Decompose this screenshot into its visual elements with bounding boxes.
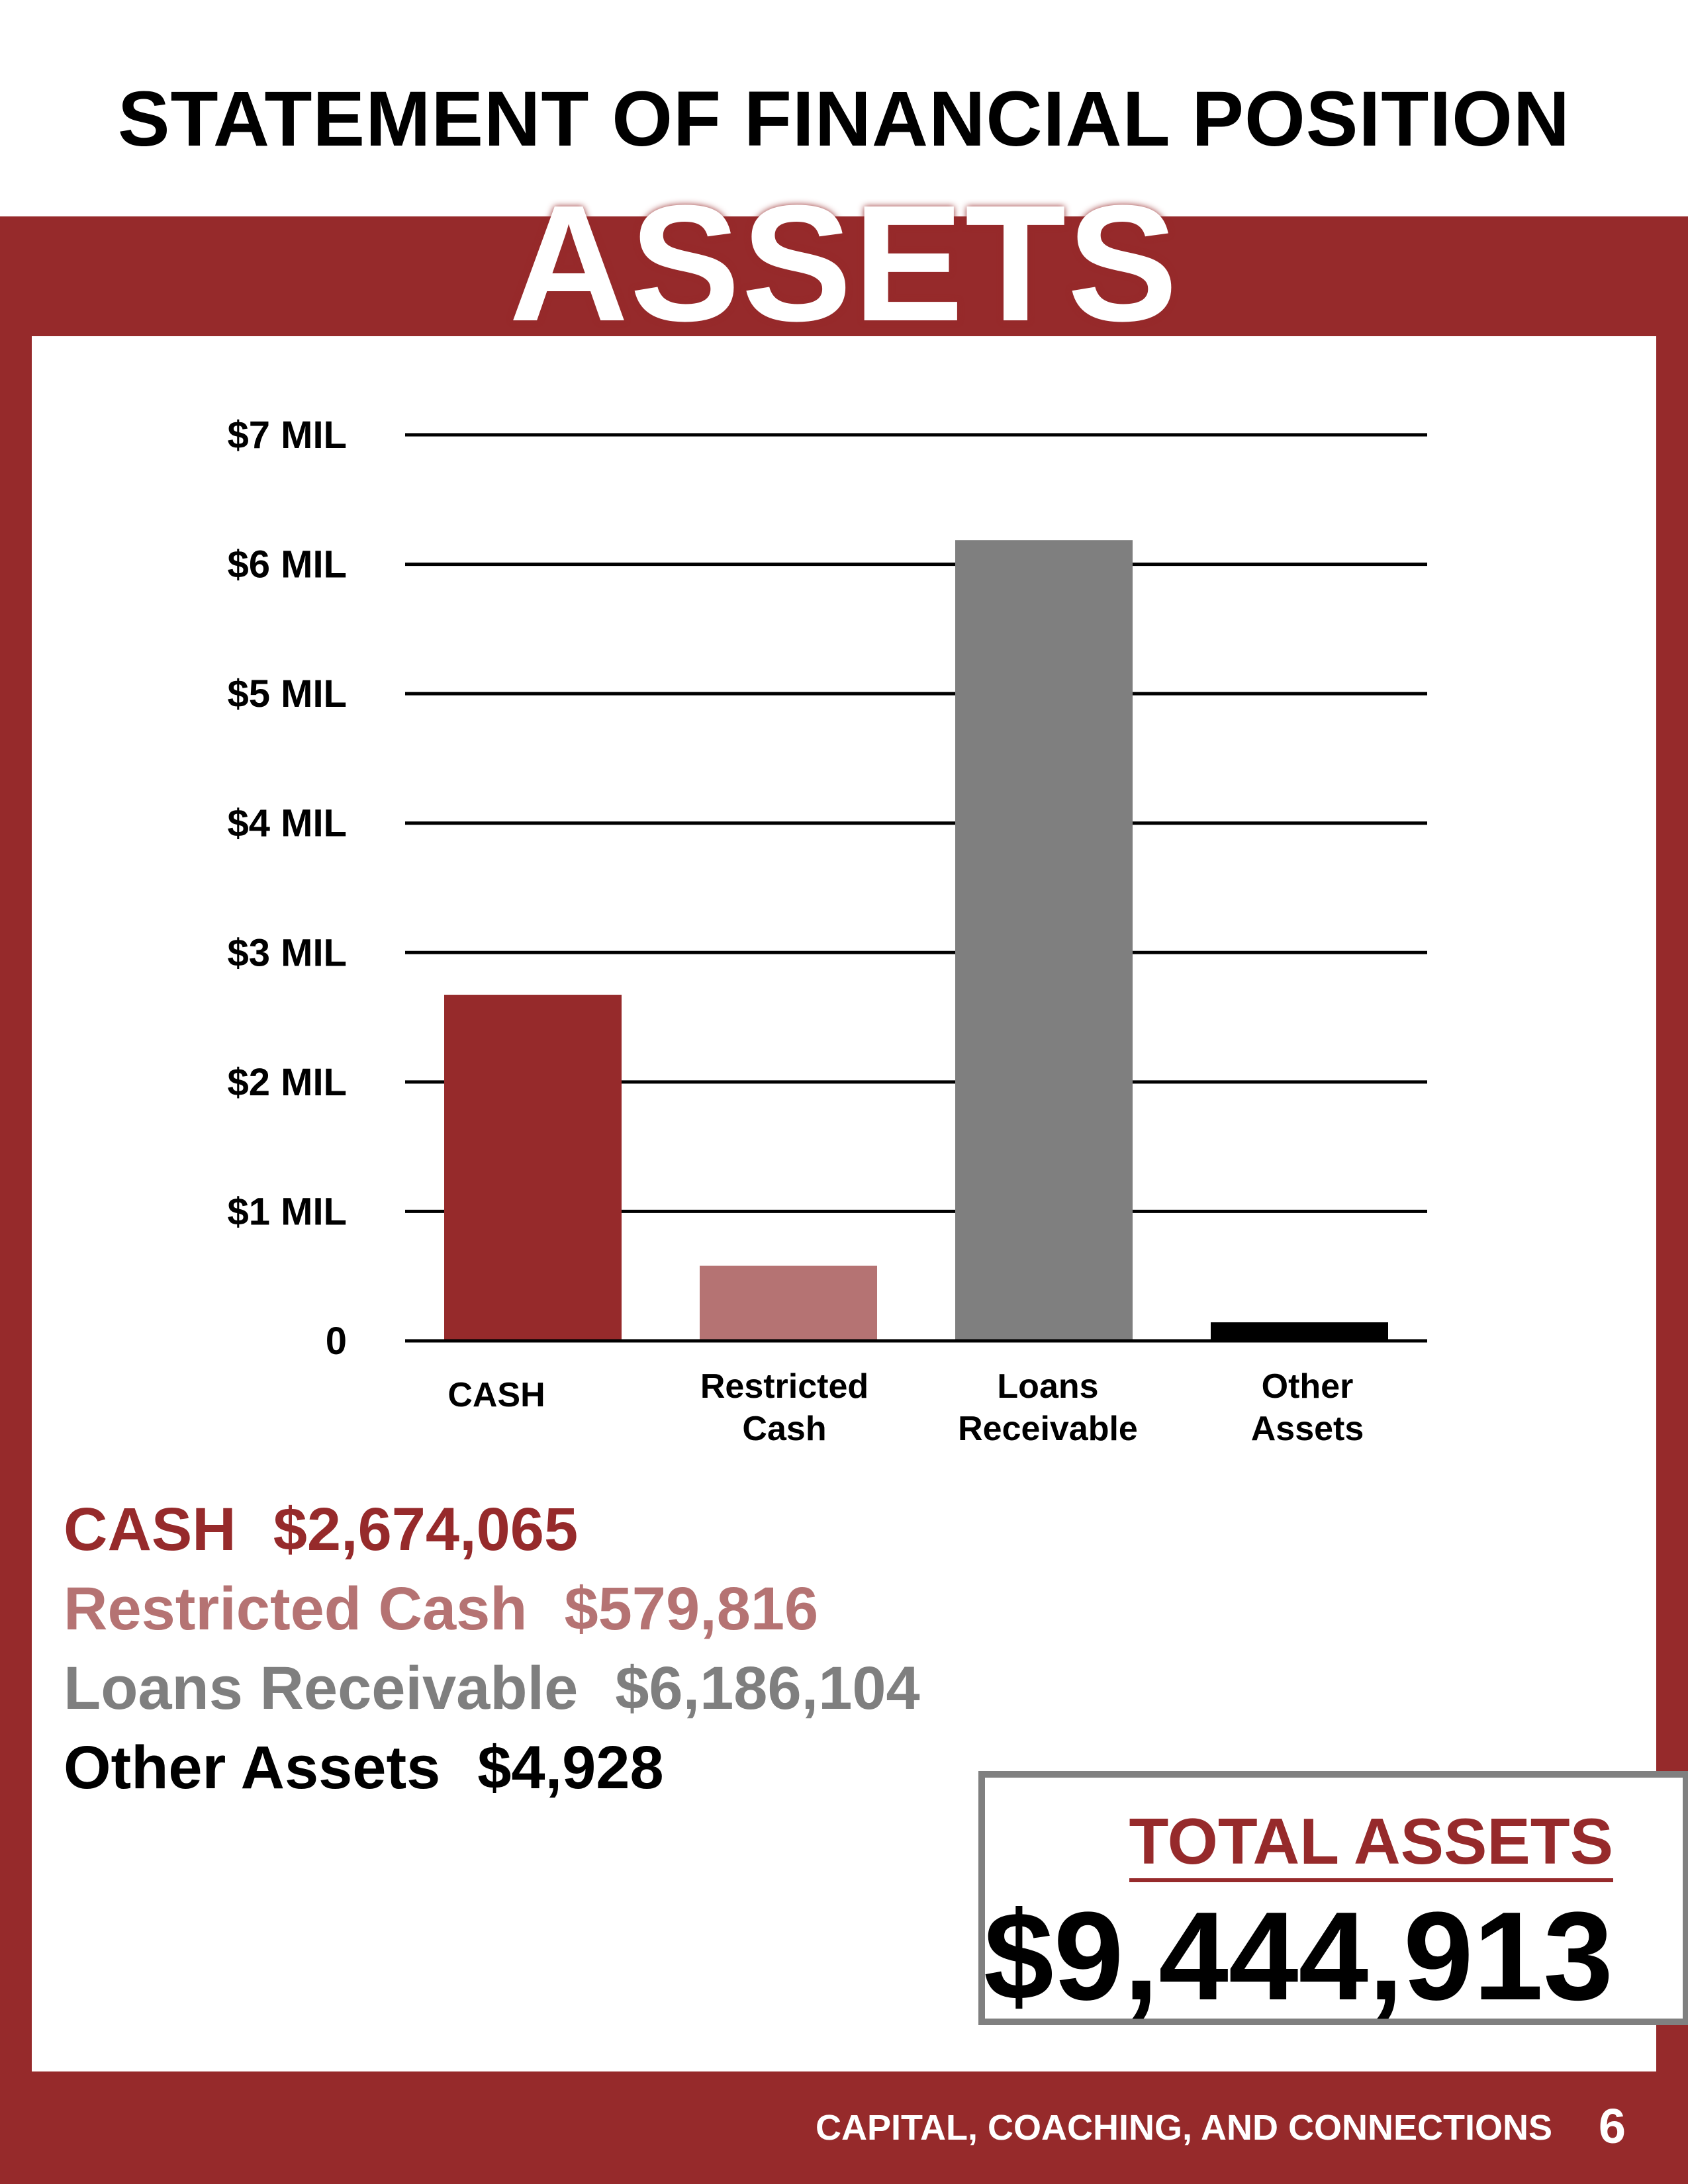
legend-loans-receivable: Loans Receivable $6,186,104 — [64, 1652, 920, 1725]
y-tick-label: $3 MIL — [228, 931, 348, 974]
x-category-label: Receivable — [958, 1410, 1138, 1448]
bar — [700, 1265, 877, 1341]
x-category-label: Cash — [742, 1410, 826, 1448]
footer-tagline: CAPITAL, COACHING, AND CONNECTIONS — [816, 2108, 1552, 2148]
legend-loans-receivable-amount: $6,186,104 — [615, 1655, 920, 1722]
legend-other-assets: Other Assets $4,928 — [64, 1731, 664, 1804]
legend-loans-receivable-label: Loans Receivable — [64, 1655, 579, 1722]
bar — [955, 540, 1133, 1341]
legend-other-assets-label: Other Assets — [64, 1734, 441, 1801]
legend-cash-amount: $2,674,065 — [273, 1496, 579, 1563]
legend-cash: CASH $2,674,065 — [64, 1493, 578, 1566]
x-category-label: CASH — [447, 1376, 545, 1414]
assets-bar-chart: 0 $1 MIL $2 MIL $3 MIL $4 MIL $5 MIL $6 MIL $7 … — [228, 414, 1427, 1448]
x-category-label: Loans — [997, 1367, 1098, 1406]
page-number: 6 — [1598, 2099, 1626, 2154]
y-tick-label: $1 MIL — [228, 1190, 348, 1233]
x-category-label: Other — [1262, 1367, 1354, 1406]
page-title: STATEMENT OF FINANCIAL POSITION — [117, 75, 1571, 163]
y-tick-label: $4 MIL — [228, 802, 348, 845]
bar — [1211, 1322, 1388, 1341]
x-category-label: Assets — [1251, 1410, 1364, 1448]
legend-restricted-cash-amount: $579,816 — [564, 1575, 819, 1643]
legend-restricted-cash: Restricted Cash $579,816 — [64, 1572, 818, 1645]
total-assets-box: TOTAL ASSETS $9,444,913 — [978, 1771, 1688, 2025]
legend-other-assets-amount: $4,928 — [477, 1734, 664, 1801]
y-tick-label: $7 MIL — [228, 414, 348, 457]
bar — [444, 995, 622, 1341]
legend-restricted-cash-label: Restricted Cash — [64, 1575, 528, 1643]
section-title: ASSETS — [508, 171, 1180, 355]
y-tick-label: 0 — [326, 1320, 347, 1363]
y-tick-label: $2 MIL — [228, 1061, 348, 1104]
legend-cash-label: CASH — [64, 1496, 236, 1563]
x-category-label: Restricted — [700, 1367, 868, 1406]
y-tick-label: $6 MIL — [228, 543, 348, 586]
y-tick-label: $5 MIL — [228, 672, 348, 715]
total-assets-value: $9,444,913 — [984, 1886, 1613, 2026]
total-assets-label: TOTAL ASSETS — [1129, 1804, 1613, 1882]
